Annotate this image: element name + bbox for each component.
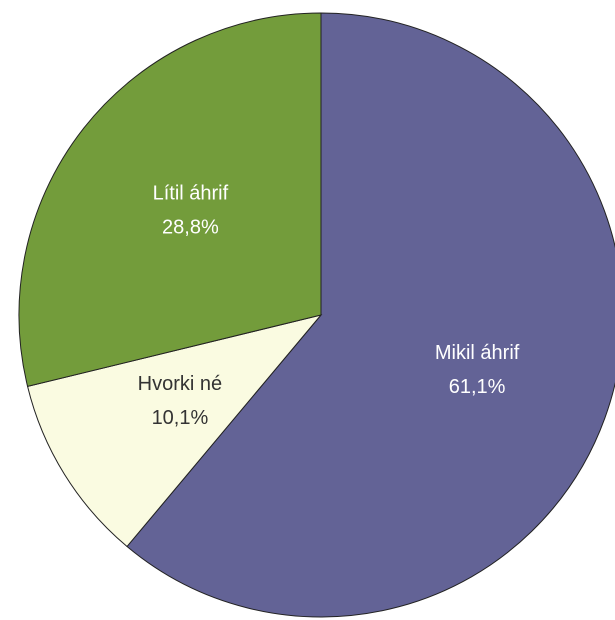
pie-slice (18, 12, 322, 388)
slice-label: Lítil áhrif (153, 183, 229, 205)
slice-value-label: 61,1% (449, 376, 506, 398)
slice-value-label: 28,8% (162, 217, 219, 239)
slice-label: Hvorki né (138, 373, 222, 395)
pie-slice (26, 314, 323, 548)
slice-label: Mikil áhrif (435, 342, 520, 364)
pie-slice (126, 12, 615, 618)
slice-value-label: 10,1% (152, 407, 209, 429)
